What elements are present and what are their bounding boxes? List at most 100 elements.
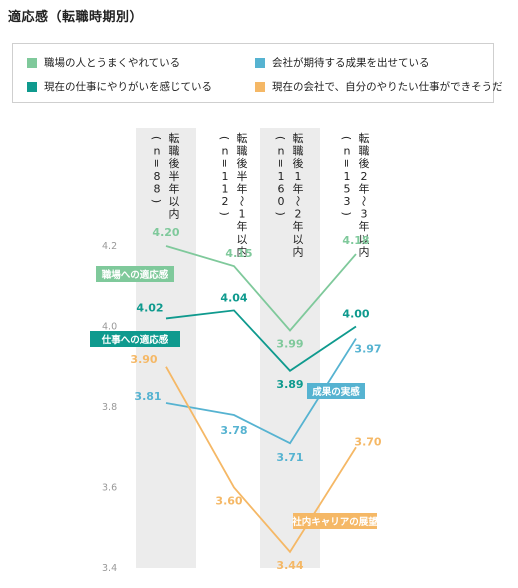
sample-size-label: n xyxy=(278,145,285,158)
series-tag-label: 成果の実感 xyxy=(312,386,360,398)
legend-label: 現在の仕事にやりがいを感じている xyxy=(44,81,212,93)
category-label: 職 xyxy=(293,145,304,158)
category-label: 後 xyxy=(237,156,248,170)
y-tick-label: 3.6 xyxy=(102,483,117,494)
sample-size-label: ( xyxy=(150,136,163,140)
sample-size-label: ) xyxy=(274,211,287,215)
sample-size-label: n xyxy=(154,145,161,158)
series-line xyxy=(165,366,357,554)
category-label: 内 xyxy=(293,244,304,258)
category-label: 年 xyxy=(359,181,370,195)
data-label: 3.44 xyxy=(276,559,303,572)
category-label: 半 xyxy=(169,169,180,183)
category-label: 2 xyxy=(361,170,368,183)
data-label: 4.04 xyxy=(220,291,247,304)
y-tick-label: 4.0 xyxy=(102,322,117,333)
sample-size-label: ) xyxy=(218,211,231,215)
category-label: 半 xyxy=(237,169,248,183)
sample-size-label: = xyxy=(340,159,353,168)
sample-size-label: n xyxy=(344,145,351,158)
y-tick-label: 3.4 xyxy=(102,563,117,574)
category-label: 転 xyxy=(237,132,248,145)
legend-label: 現在の会社で、自分のやりたい仕事ができそうだ xyxy=(272,81,503,93)
category-label: 職 xyxy=(237,145,248,158)
sample-size-label: n xyxy=(222,145,229,158)
category-label: 以 xyxy=(359,233,370,246)
legend-item-motivation: 現在の仕事にやりがいを感じている xyxy=(27,79,212,94)
sample-size-label: 6 xyxy=(278,182,285,195)
category-label: 1 xyxy=(295,170,302,183)
y-tick-label: 4.2 xyxy=(102,241,117,252)
sample-size-label: 3 xyxy=(344,195,351,208)
series-tag-box xyxy=(90,331,180,347)
sample-size-label: = xyxy=(150,159,163,168)
data-label: 4.18 xyxy=(342,234,369,247)
legend-item-career: 現在の会社で、自分のやりたい仕事ができそうだ xyxy=(255,79,503,94)
category-label: 内 xyxy=(237,244,248,258)
series-tag-label: 仕事への適応感 xyxy=(101,334,169,346)
sample-size-label: 0 xyxy=(278,195,285,208)
sample-size-label: 1 xyxy=(222,170,229,183)
data-label: 3.99 xyxy=(276,338,303,351)
category-label: 職 xyxy=(169,145,180,158)
category-label: 転 xyxy=(293,132,304,145)
sample-size-label: ( xyxy=(218,136,231,140)
category-label: 〜 xyxy=(235,196,248,207)
category-label: 年 xyxy=(169,181,180,195)
category-label: 1 xyxy=(239,208,246,221)
legend-swatch xyxy=(255,81,265,92)
category-label: 後 xyxy=(359,156,370,170)
data-label: 3.78 xyxy=(220,424,247,437)
data-label: 3.71 xyxy=(276,451,303,464)
data-label: 3.89 xyxy=(276,378,303,391)
data-label: 4.15 xyxy=(225,247,252,260)
category-label: 以 xyxy=(237,233,248,246)
legend-label: 会社が期待する成果を出せている xyxy=(272,57,430,69)
data-label: 3.70 xyxy=(354,435,381,448)
category-label: 転 xyxy=(359,132,370,145)
legend-swatch xyxy=(255,57,265,68)
category-label: 以 xyxy=(169,195,180,208)
data-label: 3.60 xyxy=(215,495,242,508)
category-label: 年 xyxy=(237,219,248,233)
data-label: 3.81 xyxy=(134,390,161,403)
sample-size-label: 8 xyxy=(154,182,161,195)
sample-size-label: ( xyxy=(340,136,353,140)
category-label: 内 xyxy=(169,207,180,221)
series-tag-box xyxy=(96,266,174,282)
legend-swatch xyxy=(27,81,37,92)
data-label: 4.02 xyxy=(136,301,163,314)
data-label: 3.97 xyxy=(354,343,381,356)
category-label: 年 xyxy=(237,181,248,195)
legend-item-results: 会社が期待する成果を出せている xyxy=(255,55,430,70)
chart-title: 適応感（転職時期別） xyxy=(8,10,144,25)
category-label: 3 xyxy=(361,208,368,221)
category-label: 2 xyxy=(295,208,302,221)
category-label: 後 xyxy=(293,156,304,170)
sample-size-label: 8 xyxy=(154,170,161,183)
legend-swatch xyxy=(27,57,37,68)
sample-size-label: 2 xyxy=(222,195,229,208)
series-tag-box xyxy=(293,513,377,529)
series-line xyxy=(165,245,357,332)
legend-item-relations: 職場の人とうまくやれている xyxy=(27,55,180,70)
column-band xyxy=(136,128,196,568)
category-label: 内 xyxy=(359,244,370,258)
legend-label: 職場の人とうまくやれている xyxy=(44,57,181,69)
sample-size-label: ( xyxy=(274,136,287,140)
category-label: 〜 xyxy=(291,196,304,207)
legend: 職場の人とうまくやれている 会社が期待する成果を出せている 現在の仕事にやりがい… xyxy=(12,43,503,103)
category-label: 年 xyxy=(359,219,370,233)
category-label: 後 xyxy=(169,156,180,170)
category-label: 職 xyxy=(359,145,370,158)
sample-size-label: ) xyxy=(150,199,163,203)
category-label: 年 xyxy=(293,181,304,195)
series-line xyxy=(165,309,357,372)
series-tag-label: 社内キャリアの展望 xyxy=(291,516,378,528)
category-label: 以 xyxy=(293,233,304,246)
sample-size-label: 1 xyxy=(222,182,229,195)
data-label: 4.20 xyxy=(152,226,179,239)
sample-size-label: = xyxy=(274,159,287,168)
series-tag-box xyxy=(307,383,365,399)
